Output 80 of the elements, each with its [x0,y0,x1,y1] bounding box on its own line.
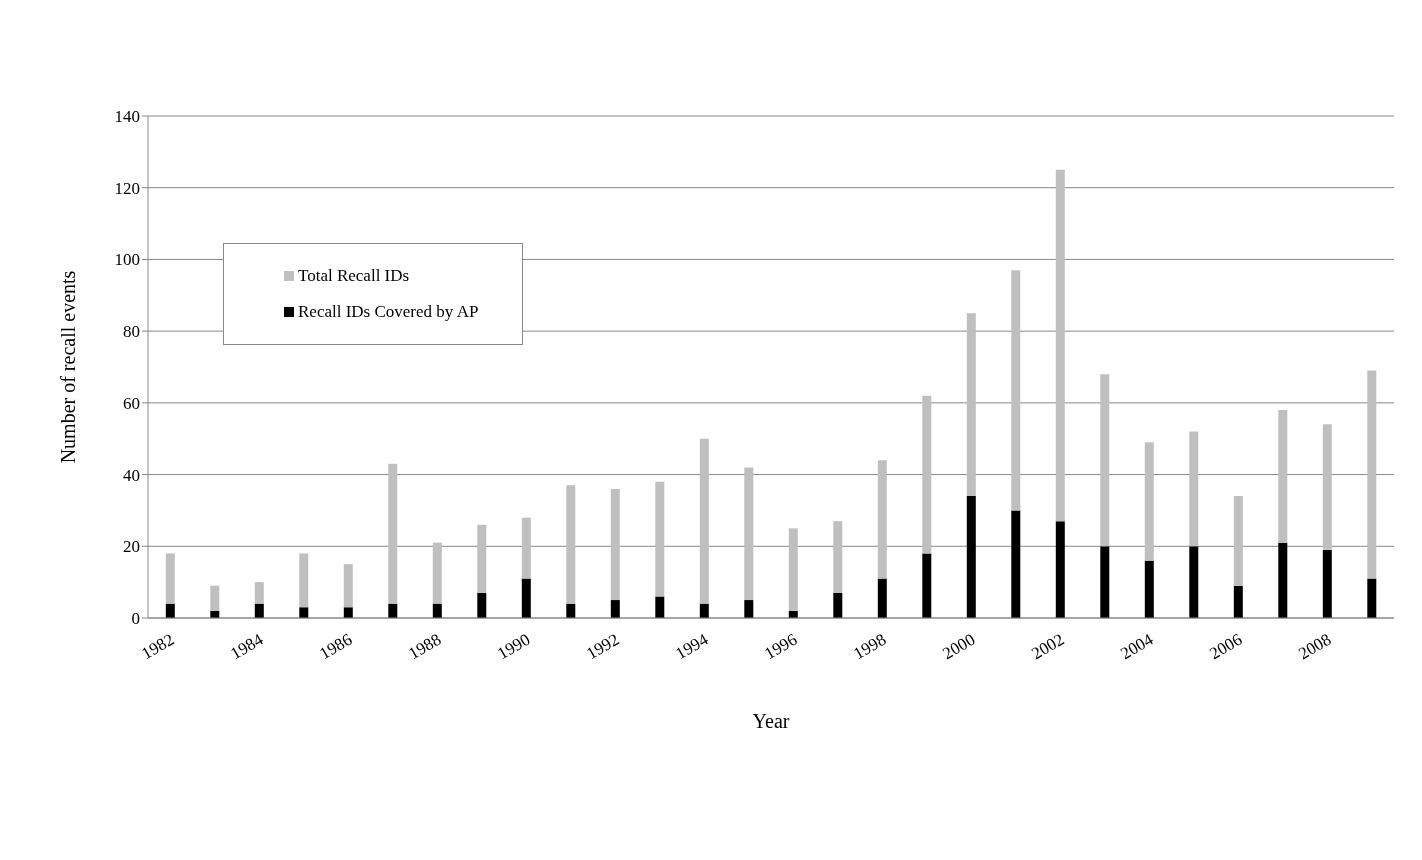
x-tick-label: 2004 [1117,629,1157,664]
y-axis-title: Number of recall events [57,270,80,464]
bar [1278,542,1288,618]
y-tick-label: 100 [114,250,140,270]
bar [877,578,887,618]
y-tick-label: 40 [123,465,140,485]
bar [1100,374,1110,547]
x-tick-label: 1984 [227,629,267,664]
bar [165,553,175,604]
bar [966,496,976,618]
bar [432,603,442,618]
y-tick-label: 60 [123,393,140,413]
x-tick-label: 1994 [672,629,712,664]
bar [566,485,576,604]
x-tick-label: 1990 [494,629,534,664]
y-tick-label: 80 [123,322,140,342]
bar [610,600,620,618]
bar [699,438,709,604]
bar [1367,370,1377,579]
y-tick-label: 20 [123,537,140,557]
bar [610,488,620,601]
bar [922,553,932,618]
bar [1278,410,1288,543]
bar [388,463,398,604]
bar [477,524,487,593]
bar [1011,510,1021,618]
bar [1144,560,1154,618]
x-tick-label: 1998 [850,629,890,664]
x-tick-label: 2000 [939,629,979,664]
bar [210,585,220,611]
bar [1367,578,1377,618]
bar [1189,431,1199,547]
bar [833,592,843,618]
bar [1011,270,1021,511]
bar [699,603,709,618]
bar [566,603,576,618]
bar [343,607,353,618]
bar [1233,496,1243,586]
x-tick-label: 1996 [761,629,801,664]
bar [877,460,887,579]
legend-label: Recall IDs Covered by AP [298,302,479,322]
x-tick-label: 1982 [138,629,178,664]
bar [1055,521,1065,618]
bar [521,517,531,579]
bar [1144,442,1154,561]
x-tick-label: 1986 [316,629,356,664]
bar [1322,549,1332,618]
bar [299,607,309,618]
bar [299,553,309,608]
bar [432,542,442,604]
bar [254,603,264,618]
bar [655,596,665,618]
x-tick-label: 2006 [1206,629,1246,664]
y-tick-label: 0 [131,609,140,629]
bar [655,481,665,597]
bar [922,395,932,554]
bar [1189,546,1199,618]
bar [1322,424,1332,550]
x-axis-title: Year [752,710,790,732]
bar [343,564,353,608]
x-tick-label: 1988 [405,629,445,664]
x-tick-label: 2002 [1028,629,1068,664]
bar [966,313,976,497]
bar [388,603,398,618]
bar [165,603,175,618]
x-tick-label: 2008 [1295,629,1335,664]
legend-label: Total Recall IDs [298,266,410,286]
y-tick-label: 120 [114,178,140,198]
bar [1100,546,1110,618]
bar [744,600,754,618]
bar [477,592,487,618]
x-tick-label: 1992 [583,629,623,664]
bar [833,521,843,593]
bar [521,578,531,618]
bar [254,582,264,604]
bar [1055,169,1065,522]
bar [788,528,798,611]
y-tick-label: 140 [114,107,140,127]
bar [1233,585,1243,618]
bar [744,467,754,601]
